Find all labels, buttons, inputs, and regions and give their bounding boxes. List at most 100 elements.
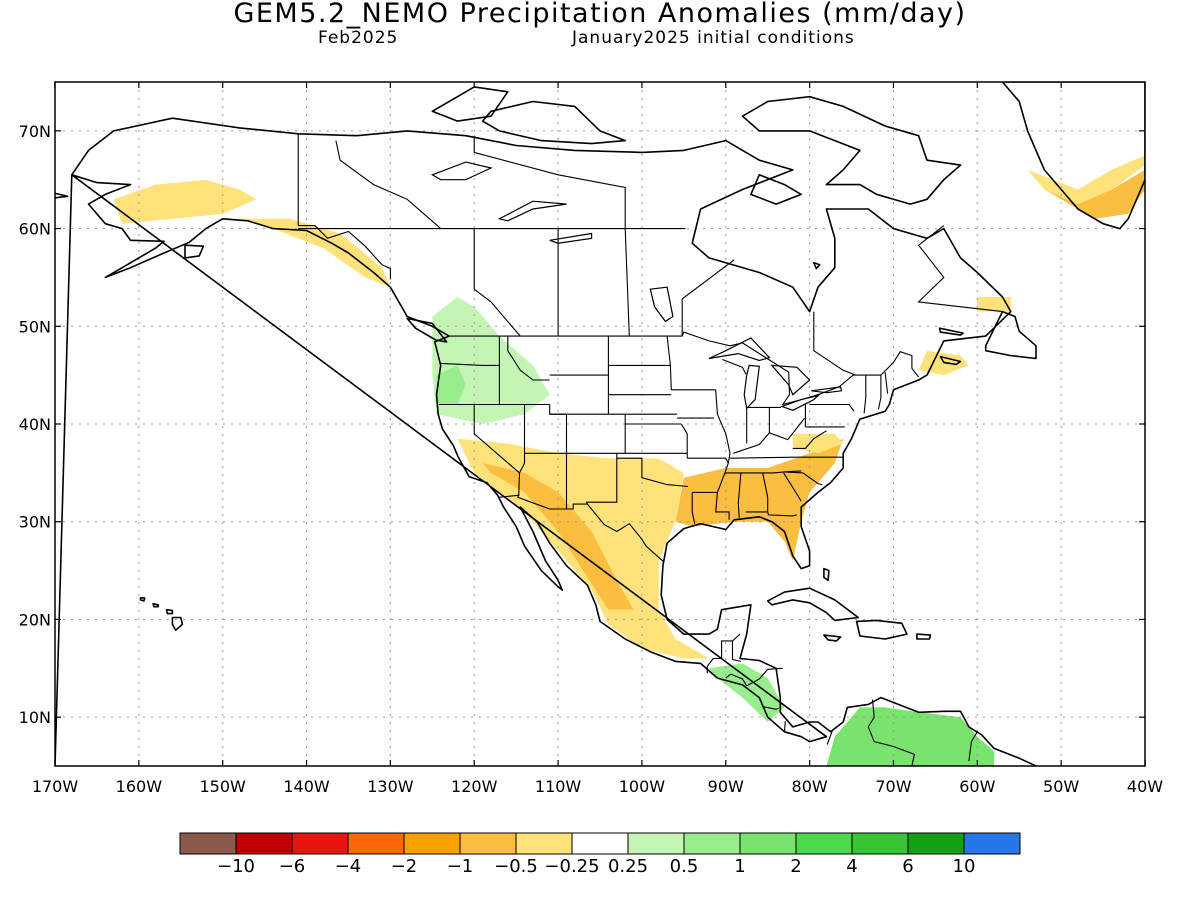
- border-panama-colombia-border: [826, 730, 833, 745]
- legend-swatch: [683, 832, 741, 855]
- legend-label: −10: [217, 856, 255, 877]
- border-central-america-borders-5: [783, 721, 786, 732]
- border-prov-on-qc: [813, 311, 856, 376]
- lat-tick-label: 30N: [19, 513, 51, 532]
- color-legend: −10 −6 −4 −2 −1 −0.5 −0.25 0.25 0.5 1 2 4 6 10: [179, 832, 1021, 877]
- lakes: [430, 161, 843, 411]
- lat-tick-label: 40N: [19, 415, 51, 434]
- coast-bahamas-andros: [823, 567, 830, 582]
- coast-vancouver-island: [406, 317, 448, 343]
- border-central-america-borders-4: [761, 705, 779, 710]
- legend-swatch: [291, 832, 349, 855]
- legend-swatch: [571, 832, 629, 855]
- border-state-al-ga: [762, 472, 769, 512]
- lon-tick-label: 100W: [619, 777, 666, 796]
- anomaly-alaska-dry: [113, 179, 257, 224]
- coast-southampton-island: [750, 174, 803, 205]
- political-borders: [297, 133, 1003, 766]
- map-title: GEM5.2_NEMO Precipitation Anomalies (mm/…: [233, 0, 967, 29]
- lon-tick-label: 80W: [792, 777, 828, 796]
- coast-puerto-rico: [916, 633, 932, 640]
- forecast-month: Feb2025: [318, 28, 399, 48]
- anomaly-southwest-dry-core: [482, 463, 634, 610]
- coast-oahu: [152, 602, 159, 608]
- coast-jamaica: [823, 634, 842, 642]
- coast-victoria-island: [481, 100, 627, 145]
- lon-tick-label: 150W: [200, 777, 247, 796]
- lon-tick-label: 70W: [875, 777, 911, 796]
- lon-tick-label: 160W: [116, 777, 163, 796]
- lat-tick-label: 20N: [19, 610, 51, 629]
- lon-tick-label: 60W: [959, 777, 995, 796]
- border-prov-mb-on: [681, 259, 735, 337]
- border-state-nm-tx: [585, 453, 618, 505]
- lake-superior: [708, 337, 771, 362]
- border-state-ga-sc: [783, 472, 802, 502]
- legend-swatch: [795, 832, 853, 855]
- border-state-pa-ny: [809, 403, 855, 412]
- coastlines: [55, 82, 1145, 766]
- legend-label: 0.25: [608, 856, 648, 877]
- border-state-ga-fl: [745, 511, 798, 517]
- coast-anticosti: [938, 327, 964, 336]
- legend-swatch: [907, 832, 965, 855]
- lon-tick-label: 130W: [367, 777, 414, 796]
- anomaly-greenland-dry: [1044, 169, 1145, 219]
- anomaly-shading: [113, 155, 1145, 766]
- border-state-mn-west: [666, 336, 672, 390]
- coast-cuba: [766, 587, 860, 622]
- legend-label: −0.25: [544, 856, 599, 877]
- lat-tick-label: 50N: [19, 317, 51, 336]
- lon-tick-label: 170W: [32, 777, 79, 796]
- legend-label: 4: [846, 856, 857, 877]
- lat-tick-label: 70N: [19, 122, 51, 141]
- border-prov-nwt-nu: [473, 135, 626, 229]
- lon-tick-label: 140W: [283, 777, 330, 796]
- border-state-mo-west: [680, 423, 688, 459]
- legend-label: −2: [391, 856, 418, 877]
- lon-tick-label: 120W: [451, 777, 498, 796]
- border-state-mt-id: [507, 336, 550, 381]
- coast-kauai: [139, 597, 146, 602]
- legend-swatch: [739, 832, 797, 855]
- lon-tick-label: 50W: [1043, 777, 1079, 796]
- border-state-nv-east: [519, 404, 526, 474]
- border-state-ky-tn: [729, 456, 796, 459]
- anomaly-quebec-dry: [977, 297, 1011, 312]
- border-state-ny-vt: [863, 375, 867, 414]
- lake-athabasca: [549, 232, 593, 244]
- legend-label: −4: [335, 856, 362, 877]
- coast-hispaniola: [855, 619, 908, 640]
- legend-swatch: [627, 832, 685, 855]
- border-colombia-venezuela-border: [867, 699, 916, 766]
- legend-swatch: [851, 832, 909, 855]
- lake-winnipeg: [649, 286, 674, 323]
- lake-ontario: [811, 386, 843, 394]
- coast-newfoundland: [984, 310, 1037, 360]
- border-prov-yt-nwt: [335, 140, 442, 230]
- legend-label: 10: [953, 856, 976, 877]
- legend-label: −0.5: [494, 856, 538, 877]
- coast-baffin-island: [741, 95, 962, 205]
- border-us-canada-border: [449, 331, 920, 406]
- legend-swatch: [963, 832, 1021, 855]
- border-state-az-ca: [518, 472, 521, 496]
- axis-ticks: 70N 60N 50N 40N 30N 20N 10N 170W 160W 150W 140W 130…: [19, 82, 1163, 796]
- anomaly-southeast-dry: [675, 438, 844, 561]
- border-state-35n: [724, 470, 802, 474]
- border-state-nc-sc: [784, 471, 823, 486]
- border-central-america-borders-3: [746, 667, 783, 687]
- legend-swatch: [403, 832, 461, 855]
- lat-tick-label: 10N: [19, 708, 51, 727]
- border-state-wi-mi: [722, 358, 747, 375]
- lon-tick-label: 40W: [1127, 777, 1163, 796]
- legend-label: 0.5: [670, 856, 699, 877]
- legend-swatch: [179, 832, 237, 855]
- border-state-new-england: [877, 375, 882, 410]
- border-state-me-nh: [884, 372, 889, 394]
- legend-label: −6: [279, 856, 306, 877]
- coast-kodiak: [184, 244, 205, 259]
- border-central-america-borders-2: [725, 673, 748, 687]
- coast-st-lawrence-island: [55, 192, 69, 199]
